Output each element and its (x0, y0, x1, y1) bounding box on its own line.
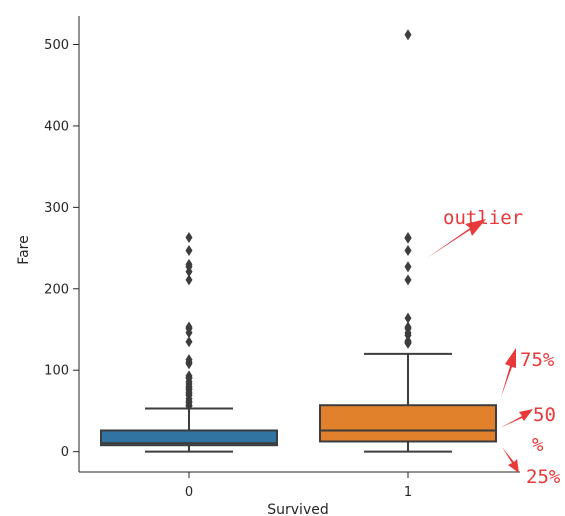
outlier-point (404, 29, 412, 41)
outlier-point (185, 231, 193, 243)
interquartile-box (319, 404, 497, 443)
outlier-point (404, 231, 412, 243)
outlier-point (185, 354, 193, 366)
y-tick-label: 400 (44, 119, 69, 134)
y-axis-title: Fare (16, 235, 32, 264)
annotation-25-percent: 25% (526, 466, 561, 488)
outlier-point (404, 261, 412, 273)
x-tick-label: 1 (404, 485, 412, 500)
y-tick-label: 200 (44, 282, 69, 297)
box-0 (100, 231, 278, 453)
annotation-50-percent-sign: % (532, 434, 544, 456)
y-tick-label: 300 (44, 201, 69, 216)
outlier-point (404, 335, 412, 347)
y-tick-label: 100 (44, 364, 69, 379)
y-tick-label: 500 (44, 38, 69, 53)
annotation-75-percent: 75% (520, 349, 555, 371)
x-axis-title: Survived (267, 502, 328, 516)
annotation-layer: outlier 75% 50 % 25% (427, 207, 561, 488)
outlier-point (404, 312, 412, 324)
y-tick-label: 0 (61, 445, 69, 460)
outlier-point (404, 245, 412, 257)
arrow-to-outlier (427, 219, 486, 258)
arrow-to-50-percent (500, 409, 533, 428)
annotation-outlier: outlier (443, 207, 523, 229)
outlier-point (185, 336, 193, 348)
outlier-point (185, 321, 193, 333)
box-1 (319, 29, 497, 453)
outlier-point (185, 245, 193, 257)
annotation-50: 50 (533, 404, 556, 426)
outlier-point (185, 258, 193, 270)
interquartile-box (100, 429, 278, 447)
arrow-to-25-percent (502, 447, 519, 473)
outlier-point (404, 274, 412, 286)
outlier-point (185, 370, 193, 382)
outlier-point (404, 321, 412, 333)
box-series (100, 29, 497, 453)
x-tick-label: 0 (185, 485, 193, 500)
outlier-point (185, 274, 193, 286)
y-axis-ticks: 0 100 200 300 400 500 (44, 38, 79, 460)
arrow-to-75-percent (501, 348, 516, 397)
